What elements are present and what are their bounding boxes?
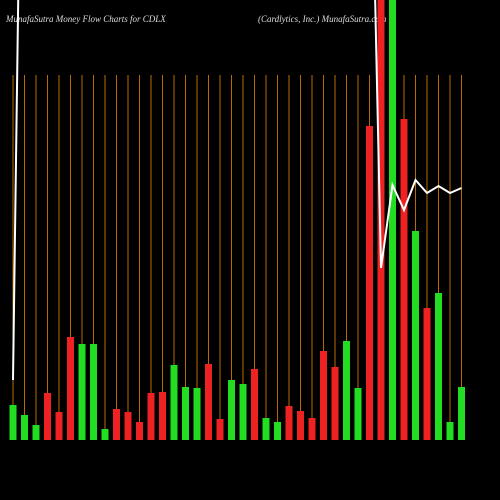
bar	[170, 365, 178, 440]
bar	[354, 388, 362, 440]
bar	[44, 393, 51, 440]
bar	[101, 429, 109, 440]
bar	[458, 387, 465, 440]
bar	[251, 369, 258, 440]
bar	[343, 341, 350, 440]
bar	[389, 0, 396, 440]
money-flow-line	[12, 0, 462, 381]
bar	[366, 126, 373, 440]
bar	[159, 392, 166, 440]
bars	[9, 0, 465, 440]
bar	[78, 344, 86, 440]
bar	[90, 344, 97, 440]
bar	[136, 422, 143, 440]
lines	[12, 0, 462, 381]
bar	[67, 337, 74, 440]
bar	[285, 406, 293, 440]
bar	[32, 425, 40, 440]
bar	[400, 119, 408, 440]
bar	[182, 387, 189, 440]
bar	[55, 412, 63, 440]
bar	[423, 308, 431, 440]
bar	[446, 422, 454, 440]
bar	[113, 409, 120, 440]
bar	[320, 351, 327, 440]
bar	[228, 380, 235, 440]
bar	[21, 415, 28, 440]
bar	[205, 364, 212, 440]
bar	[274, 422, 281, 440]
chart-subtitle: (Cardlytics, Inc.) MunafaSutra.com	[258, 14, 387, 24]
bar	[377, 0, 385, 440]
bar	[124, 412, 132, 440]
bar	[239, 384, 247, 440]
bar	[9, 405, 17, 440]
bar	[262, 418, 270, 440]
bar	[308, 418, 316, 440]
bar	[412, 231, 419, 440]
bar	[193, 388, 201, 440]
bar	[147, 393, 155, 440]
chart-title: MunafaSutra Money Flow Charts for CDLX	[5, 14, 166, 24]
bar	[216, 419, 224, 440]
bar	[435, 293, 442, 440]
bar	[297, 411, 304, 440]
bar	[331, 367, 339, 440]
